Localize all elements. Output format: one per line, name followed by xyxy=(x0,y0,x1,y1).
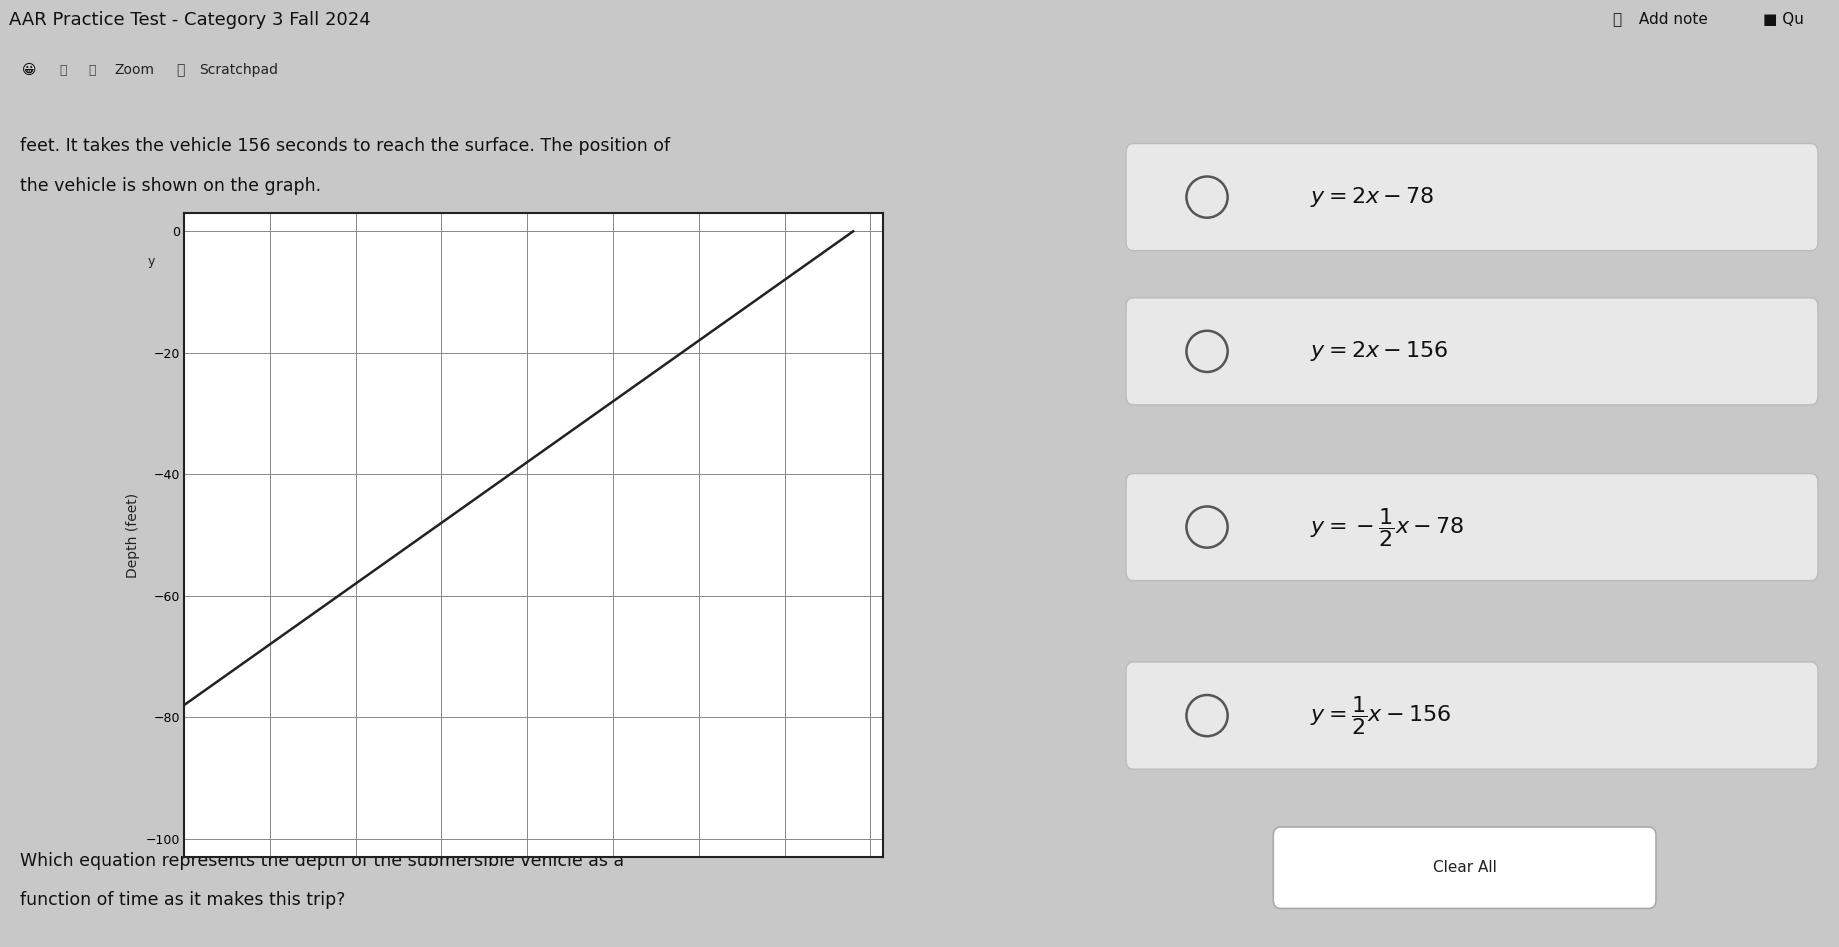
FancyBboxPatch shape xyxy=(1273,827,1655,908)
Text: $y = \dfrac{1}{2}x - 156$: $y = \dfrac{1}{2}x - 156$ xyxy=(1309,694,1451,737)
Text: ➕: ➕ xyxy=(1611,12,1620,27)
Text: $y = 2x - 78$: $y = 2x - 78$ xyxy=(1309,185,1434,209)
Text: Zoom: Zoom xyxy=(114,63,154,77)
Text: 40: 40 xyxy=(267,255,283,268)
Text: function of time as it makes this trip?: function of time as it makes this trip? xyxy=(20,891,346,909)
Text: 120: 120 xyxy=(498,255,522,268)
Text: feet. It takes the vehicle 156 seconds to reach the surface. The position of: feet. It takes the vehicle 156 seconds t… xyxy=(20,136,669,154)
Text: 140: 140 xyxy=(557,255,581,268)
Text: 80: 80 xyxy=(386,255,403,268)
Text: Time (seconds): Time (seconds) xyxy=(454,215,583,230)
Text: An✓: An✓ xyxy=(629,763,655,776)
Text: 100: 100 xyxy=(440,255,463,268)
Text: Scratchpad: Scratchpad xyxy=(199,63,278,77)
FancyBboxPatch shape xyxy=(1125,474,1817,581)
FancyBboxPatch shape xyxy=(1125,662,1817,769)
Text: the vehicle is shown on the graph.: the vehicle is shown on the graph. xyxy=(20,177,320,195)
Text: 🔍: 🔍 xyxy=(88,63,96,77)
FancyBboxPatch shape xyxy=(1125,144,1817,251)
Text: AAR Practice Test - Category 3 Fall 2024: AAR Practice Test - Category 3 Fall 2024 xyxy=(9,10,371,28)
Text: Which equation represents the depth of the submersible vehicle as a: Which equation represents the depth of t… xyxy=(20,852,623,870)
Text: x: x xyxy=(657,822,664,835)
Text: y: y xyxy=(147,255,154,268)
Text: 🔍: 🔍 xyxy=(59,63,66,77)
Text: $y = -\dfrac{1}{2}x - 78$: $y = -\dfrac{1}{2}x - 78$ xyxy=(1309,506,1464,548)
Text: Add note: Add note xyxy=(1633,12,1707,27)
Text: $y = 2x - 156$: $y = 2x - 156$ xyxy=(1309,339,1447,364)
Text: Highlight: Highlight xyxy=(691,762,761,777)
Text: 20: 20 xyxy=(208,255,223,268)
FancyBboxPatch shape xyxy=(1125,297,1817,405)
Text: 60: 60 xyxy=(326,255,342,268)
Text: ■ Qu: ■ Qu xyxy=(1762,12,1802,27)
Text: Clear All: Clear All xyxy=(1433,860,1495,875)
Y-axis label: Depth (feet): Depth (feet) xyxy=(125,492,140,578)
Text: 🖊: 🖊 xyxy=(177,63,186,77)
Text: 😀: 😀 xyxy=(22,63,37,77)
Text: 160: 160 xyxy=(618,255,640,268)
